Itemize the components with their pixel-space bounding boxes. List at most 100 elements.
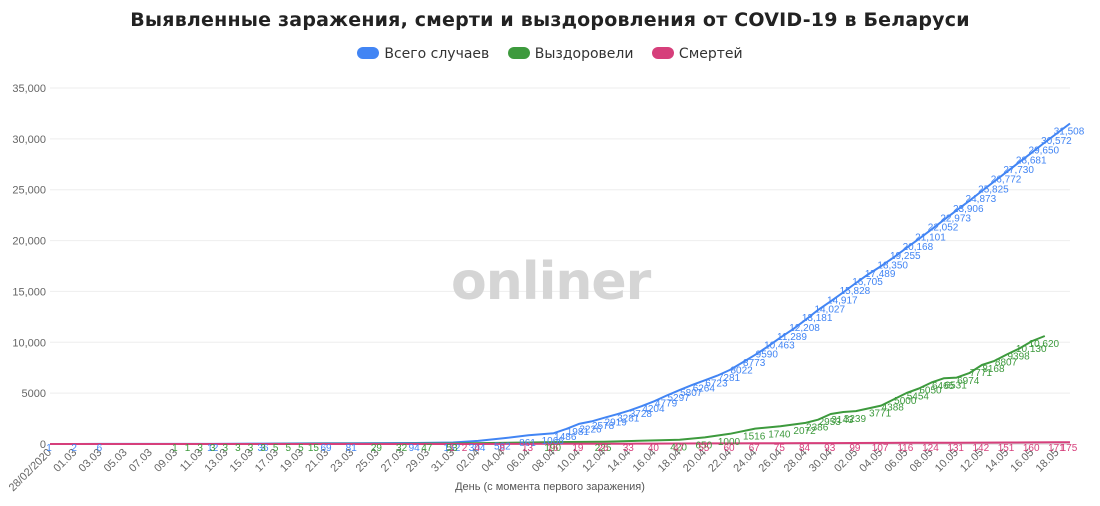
data-label-total: 5297	[668, 393, 691, 404]
data-label-total: 14,917	[827, 295, 858, 306]
data-label-deaths: 131	[947, 443, 964, 454]
data-label-total: 2226	[579, 424, 602, 435]
data-label-total: 69	[320, 443, 332, 454]
data-label-recovered: 1	[172, 443, 178, 454]
data-label-total: 861	[519, 438, 536, 449]
data-label-deaths: 1	[449, 443, 455, 454]
data-label-recovered: 1516	[743, 432, 766, 443]
x-tick-label: 05.03	[102, 447, 130, 475]
data-label-total: 1066	[542, 436, 565, 447]
data-label-recovered: 3	[260, 443, 266, 454]
data-label-total: 17,489	[865, 269, 896, 280]
data-label-total: 13,181	[802, 313, 833, 324]
data-label-deaths: 75	[774, 443, 786, 454]
data-label-total: 3728	[630, 409, 653, 420]
data-label-total: 12,208	[789, 323, 820, 334]
gridlines	[50, 87, 1070, 445]
y-tick-label: 15,000	[12, 286, 46, 298]
data-label-recovered: 4388	[882, 402, 905, 413]
data-label-total: 6264	[693, 383, 716, 394]
data-label-total: 1981	[567, 427, 590, 438]
data-label-total: 81	[346, 443, 358, 454]
data-label-recovered: 10,620	[1029, 339, 1060, 350]
data-label-total: 2	[71, 443, 77, 454]
data-label-deaths: 151	[998, 443, 1015, 454]
x-tick-label: 07.03	[127, 447, 155, 475]
data-label-recovered: 3	[248, 443, 254, 454]
y-tick-label: 20,000	[12, 236, 46, 248]
data-label-total: 19,255	[890, 251, 921, 262]
data-label-total: 4779	[655, 398, 678, 409]
data-label-total: 25,825	[978, 184, 1009, 195]
series-line-total[interactable]	[50, 122, 1071, 445]
data-label-total: 8022	[730, 365, 753, 376]
data-label-recovered: 10,130	[1016, 344, 1047, 355]
series-line-recovered[interactable]	[50, 335, 1046, 445]
data-label-recovered: 3	[210, 443, 216, 454]
data-label-total: 10,463	[764, 341, 795, 352]
data-label-recovered: 3239	[844, 414, 867, 425]
data-label-recovered: 5000	[894, 396, 917, 407]
data-label-recovered: 3	[223, 443, 229, 454]
data-label-recovered: 5	[285, 443, 291, 454]
data-label-deaths: 16	[547, 443, 559, 454]
data-label-recovered: 47	[421, 443, 433, 454]
series-line-deaths[interactable]	[50, 441, 1071, 445]
data-label-total: 18,350	[877, 260, 908, 271]
data-label-deaths: 19	[572, 443, 584, 454]
data-label-deaths: 175	[1061, 443, 1078, 454]
data-label-total: 2919	[605, 417, 628, 428]
data-label-recovered: 3143	[831, 415, 854, 426]
data-label-total: 29,650	[1029, 145, 1060, 156]
data-label-total: 11,289	[777, 332, 807, 343]
legend-item-deaths[interactable]: Смертей	[651, 46, 743, 62]
data-label-deaths: 116	[897, 443, 913, 454]
y-tick-label: 10,000	[12, 337, 46, 349]
data-label-recovered: 225	[595, 443, 612, 454]
data-label-deaths: 13	[522, 443, 534, 454]
y-tick-label: 35,000	[12, 83, 46, 95]
legend-item-total[interactable]: Всего случаев	[357, 46, 489, 62]
data-label-total: 24,873	[966, 194, 997, 205]
data-label-total: 14,027	[814, 304, 845, 315]
data-label-deaths: 93	[824, 443, 836, 454]
data-label-deaths: 2	[462, 443, 468, 454]
data-label-total: 22,973	[940, 213, 971, 224]
data-label-deaths: 107	[872, 443, 889, 454]
data-label-deaths: 99	[849, 443, 861, 454]
watermark-logo: onliner	[451, 252, 651, 312]
data-label-recovered: 3771	[869, 409, 892, 420]
data-label-total: 152	[444, 443, 461, 454]
data-label-total: 6723	[705, 379, 728, 390]
data-label-recovered: 1000	[718, 437, 741, 448]
data-label-deaths: 55	[698, 443, 710, 454]
data-label-total: 9590	[756, 349, 779, 360]
legend-item-recovered[interactable]: Выздоровели	[507, 46, 633, 62]
data-label-total: 22,052	[928, 223, 959, 234]
data-label-recovered: 190	[544, 443, 561, 454]
data-label-total: 8773	[743, 358, 766, 369]
data-label-total: 1	[46, 443, 52, 454]
data-label-recovered: 8168	[982, 364, 1005, 375]
data-label-recovered: 420	[670, 443, 687, 454]
data-label-deaths: 142	[973, 443, 990, 454]
data-label-total: 30,572	[1041, 136, 1072, 147]
data-label-total: 15,828	[840, 286, 871, 297]
data-label-deaths: 124	[922, 443, 939, 454]
data-label-deaths: 171	[1048, 443, 1065, 454]
series-lines	[50, 122, 1071, 445]
data-label-total: 23,906	[953, 204, 984, 215]
data-label-deaths: 160	[1023, 443, 1040, 454]
data-label-recovered: 6050	[919, 385, 942, 396]
data-labels: 1 2 6 12 36 69 81 94 152 304 562 861 106614861981222…	[46, 127, 1085, 454]
data-label-recovered: 2386	[806, 423, 829, 434]
chart-title: Выявленные заражения, смерти и выздоровл…	[130, 9, 970, 31]
y-axis-ticks: 0 5000 10,000 15,000 20,000 25,000 30,000 35,00…	[12, 83, 46, 451]
data-label-recovered: 6465	[932, 381, 955, 392]
data-label-recovered: 32	[396, 443, 408, 454]
data-label-total: 7281	[718, 373, 741, 384]
legend-swatch-deaths	[651, 47, 674, 59]
data-label-deaths: 33	[623, 443, 635, 454]
y-tick-label: 0	[40, 439, 46, 451]
